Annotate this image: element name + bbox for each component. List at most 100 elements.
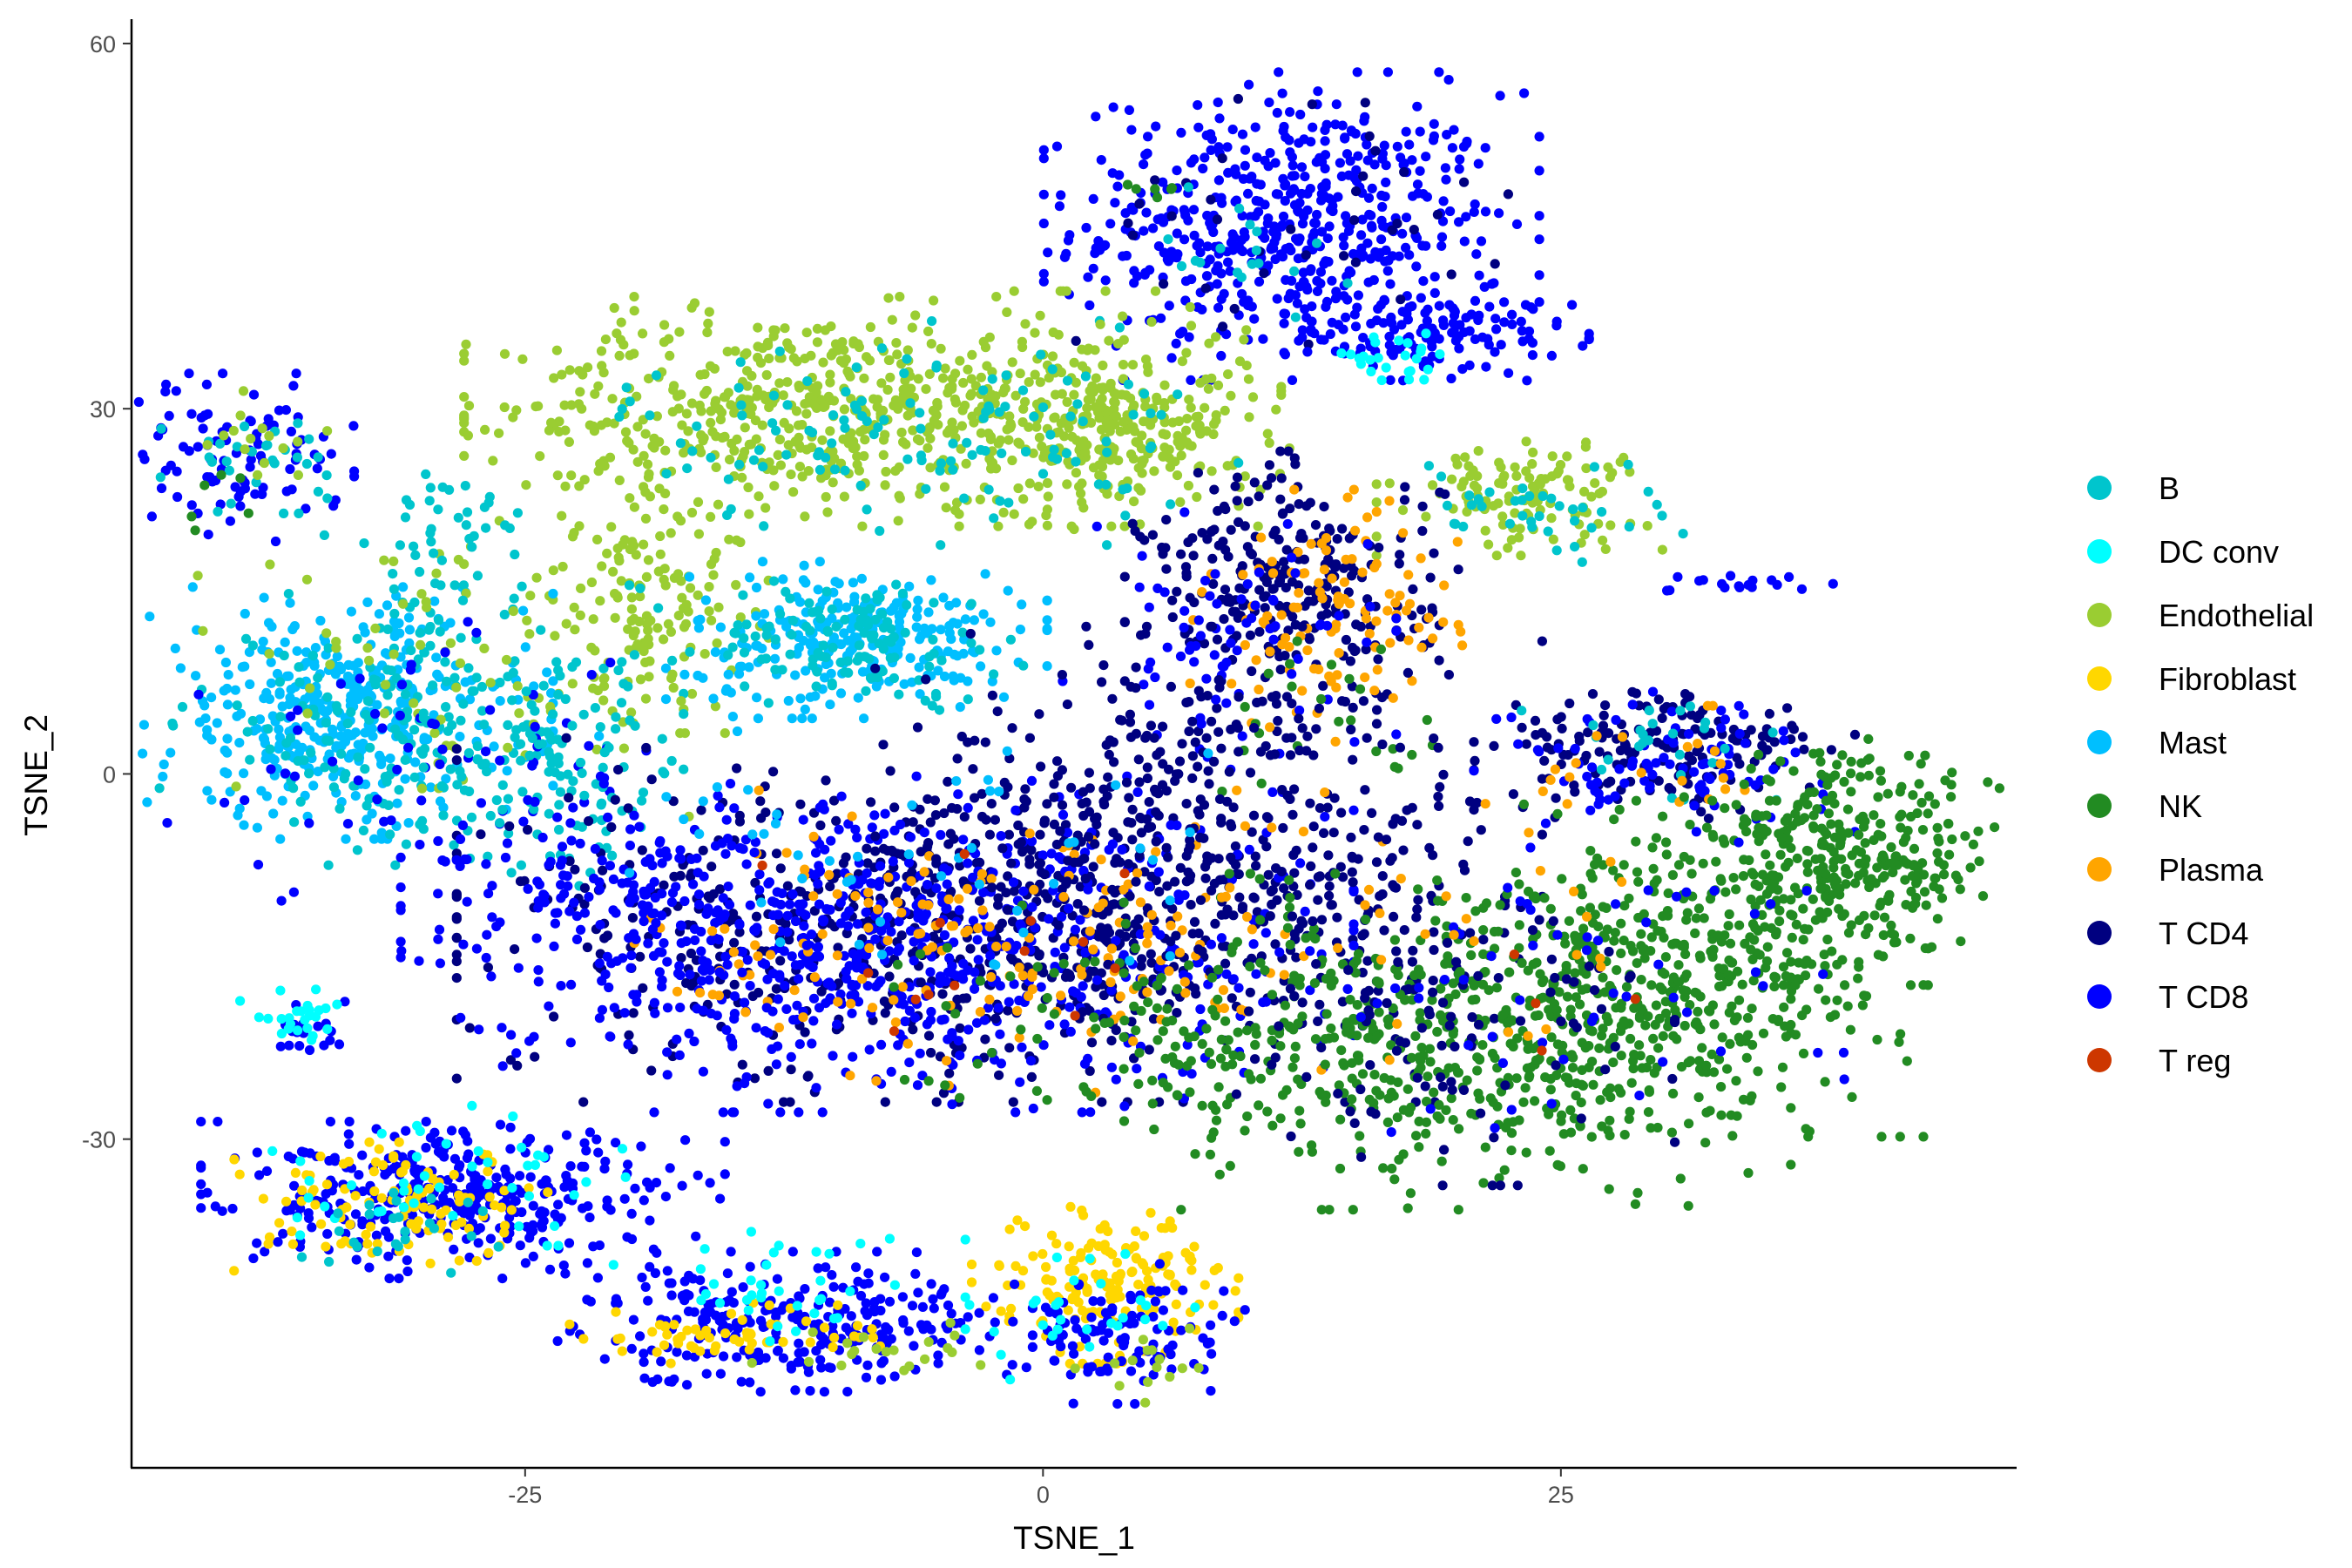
data-point	[1150, 672, 1160, 683]
data-point	[1325, 328, 1335, 340]
data-point	[1432, 209, 1443, 220]
data-point	[1520, 300, 1531, 310]
data-point	[1210, 569, 1220, 579]
data-point	[400, 512, 411, 523]
data-point	[816, 651, 827, 662]
data-point	[382, 665, 393, 675]
data-point	[1619, 778, 1630, 788]
data-point	[842, 656, 853, 666]
data-point	[856, 573, 868, 584]
data-point	[301, 574, 313, 585]
data-point	[1394, 335, 1404, 346]
data-point	[1363, 277, 1374, 287]
data-point	[1221, 698, 1232, 708]
data-point	[308, 781, 319, 791]
data-point	[936, 625, 946, 635]
data-point	[328, 501, 339, 511]
data-point	[301, 458, 312, 470]
data-point	[328, 782, 339, 793]
data-point	[293, 436, 303, 447]
data-point	[1004, 411, 1015, 422]
data-point	[1296, 162, 1308, 172]
data-point	[641, 571, 652, 583]
data-point	[166, 747, 176, 758]
data-point	[1534, 297, 1544, 308]
data-point	[837, 337, 848, 348]
data-point	[579, 882, 591, 893]
data-point	[1085, 300, 1095, 311]
data-point	[1276, 249, 1287, 260]
data-point	[998, 692, 1010, 702]
data-point	[1027, 517, 1037, 527]
data-point	[672, 391, 683, 402]
data-point	[693, 623, 705, 633]
data-point	[916, 847, 926, 857]
data-point	[1237, 129, 1248, 139]
data-point	[928, 634, 938, 645]
data-point	[1554, 501, 1565, 511]
data-point	[216, 470, 226, 480]
data-point	[929, 416, 939, 426]
data-point	[748, 455, 760, 465]
data-point	[170, 643, 180, 654]
data-point	[1389, 324, 1400, 335]
data-point	[457, 820, 469, 831]
data-point	[1158, 177, 1168, 187]
data-point	[862, 843, 872, 854]
data-point	[1143, 132, 1153, 142]
data-point	[1153, 241, 1164, 252]
data-point	[259, 592, 269, 603]
data-point	[1288, 160, 1298, 171]
data-point	[1218, 537, 1228, 547]
data-point	[936, 655, 947, 666]
data-point	[652, 623, 663, 633]
data-point	[379, 816, 389, 827]
data-point	[158, 771, 168, 782]
data-point	[1416, 553, 1426, 564]
data-point	[655, 549, 666, 559]
data-point	[649, 433, 659, 443]
data-point	[1470, 199, 1480, 210]
data-point	[1665, 585, 1675, 596]
data-point	[1411, 261, 1422, 272]
data-point	[1139, 226, 1149, 236]
data-point	[640, 693, 652, 704]
data-point	[810, 691, 821, 701]
data-point	[138, 748, 148, 759]
data-point	[266, 657, 276, 667]
data-point	[818, 357, 828, 368]
data-point	[1312, 238, 1322, 248]
data-point	[265, 744, 275, 754]
data-point	[1017, 385, 1029, 395]
data-point	[544, 730, 555, 740]
data-point	[1080, 371, 1091, 382]
data-point	[1163, 256, 1173, 267]
data-point	[159, 759, 169, 770]
data-point	[1303, 596, 1314, 606]
data-point	[1306, 861, 1316, 872]
data-point	[1253, 521, 1263, 531]
data-point	[929, 795, 940, 806]
data-point	[689, 298, 700, 308]
data-point	[1230, 481, 1240, 491]
data-point	[133, 396, 144, 408]
data-point	[1361, 613, 1371, 624]
data-point	[1362, 238, 1373, 248]
data-point	[1469, 206, 1479, 217]
data-point	[561, 733, 571, 743]
data-point	[924, 368, 935, 379]
data-point	[1222, 142, 1233, 152]
data-point	[1517, 510, 1528, 521]
data-point	[479, 720, 490, 730]
data-point	[879, 415, 889, 425]
data-point	[243, 508, 253, 518]
data-point	[584, 740, 594, 751]
data-point	[1466, 500, 1477, 510]
data-point	[394, 785, 404, 795]
data-point	[287, 624, 298, 635]
data-point	[1313, 86, 1323, 97]
data-point	[1849, 729, 1861, 740]
data-point	[1240, 639, 1250, 651]
data-point	[1641, 758, 1652, 769]
data-point	[976, 372, 986, 382]
